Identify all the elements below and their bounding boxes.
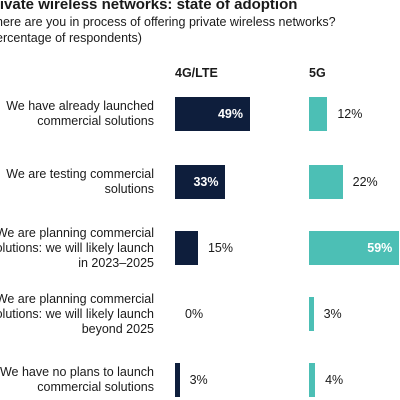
column-header-5g: 5G — [309, 66, 326, 80]
chart-subtitle: here are you in process of offering priv… — [0, 14, 336, 46]
row-label-3-line-3: in 2023–2025 — [78, 255, 154, 270]
row-label-5: We have no plans to launch commercial sol… — [0, 365, 154, 395]
value-label-5g-4: 3% — [323, 307, 342, 321]
row-label-5-line-2: commercial solutions — [37, 380, 154, 394]
row-label-3: We are planning commercial olutions: we w… — [0, 226, 154, 271]
subtitle-line-2: ercentage of respondents) — [0, 31, 142, 45]
value-label-4g-lte-3: 15% — [207, 241, 233, 255]
bar-5g-1 — [309, 97, 328, 131]
chart-title: rivate wireless networks: state of adopt… — [0, 0, 298, 13]
value-label-4g-lte-2: 33% — [193, 175, 219, 189]
row-label-2-line-1: We are testing commercial — [6, 167, 154, 181]
value-label-4g-lte-5: 3% — [189, 373, 208, 387]
row-label-2: We are testing commercial solutions — [0, 167, 154, 197]
value-label-5g-5: 4% — [325, 373, 344, 387]
bar-5g-5 — [309, 363, 316, 397]
row-label-4-line-1: We are planning commercial — [0, 291, 154, 306]
column-header-4g-lte: 4G/LTE — [175, 66, 218, 80]
bar-4g-lte-3 — [175, 231, 198, 265]
row-label-4: We are planning commercial olutions: we w… — [0, 292, 154, 337]
bar-4g-lte-2 — [175, 165, 226, 199]
bar-5g-2 — [309, 165, 343, 199]
bar-4g-lte-5 — [175, 363, 180, 397]
value-label-5g-2: 22% — [352, 175, 378, 189]
row-label-3-line-1: We are planning commercial — [0, 225, 154, 240]
row-label-4-line-3: beyond 2025 — [81, 321, 154, 336]
row-label-4-line-2: olutions: we will likely launch — [0, 306, 154, 321]
value-label-4g-lte-4: 0% — [185, 307, 204, 321]
row-label-1-line-2: commercial solutions — [37, 114, 154, 128]
bar-5g-4 — [309, 297, 314, 331]
value-label-5g-3: 59% — [367, 241, 393, 255]
row-label-1-line-1: We have already launched — [6, 99, 154, 113]
row-label-1: We have already launched commercial solut… — [0, 99, 154, 129]
value-label-4g-lte-1: 49% — [217, 107, 243, 121]
row-label-2-line-2: solutions — [104, 182, 154, 196]
row-label-3-line-2: olutions: we will likely launch — [0, 240, 154, 255]
row-label-5-line-1: We have no plans to launch — [0, 365, 154, 379]
bar-5g-3 — [309, 231, 400, 265]
subtitle-line-1: here are you in process of offering priv… — [0, 15, 336, 29]
value-label-5g-1: 12% — [337, 107, 363, 121]
bar-4g-lte-1 — [175, 97, 250, 131]
